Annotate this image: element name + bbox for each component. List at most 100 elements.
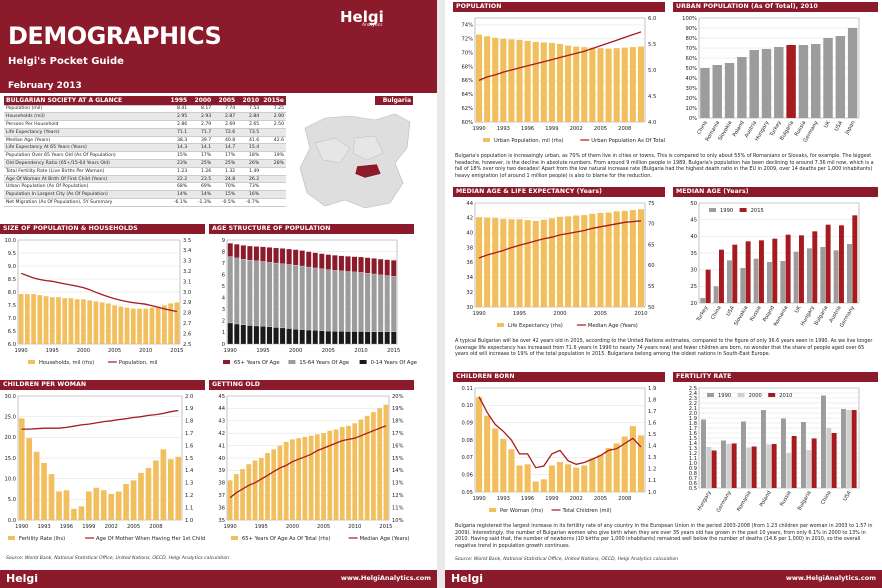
tick-label: 40 — [690, 234, 697, 240]
tick-label: 50% — [685, 66, 697, 72]
tick-label: 1993 — [497, 496, 510, 502]
tick-label: 0.7 — [689, 476, 697, 482]
cell-value: 25% — [189, 159, 214, 168]
bar — [137, 308, 142, 344]
bar — [807, 248, 812, 303]
bar — [358, 331, 364, 345]
bar — [149, 307, 155, 344]
society-table: BULGARIAN SOCIETY AT A GLANCE 1995 2000 200… — [4, 96, 286, 207]
bar — [556, 216, 564, 307]
row-label: Median Age (Years) — [4, 136, 166, 145]
bar — [740, 268, 746, 303]
table-title: BULGARIAN SOCIETY AT A GLANCE — [4, 96, 166, 106]
tick-label: 2.3 — [689, 396, 697, 402]
footer-right: Helgi www.HelgiAnalytics.com — [445, 570, 882, 588]
bar — [701, 419, 706, 488]
bar — [292, 328, 299, 345]
tick-label: 1.8 — [689, 421, 697, 427]
bar — [371, 331, 377, 345]
bar — [253, 246, 260, 261]
bar — [548, 42, 555, 122]
bar — [597, 48, 604, 122]
cell-value: 2.90 — [261, 112, 286, 122]
bar — [78, 506, 85, 520]
tick-label: 25.0 — [4, 414, 16, 420]
cell-value: 26% — [237, 159, 262, 168]
tick-label: 64% — [461, 92, 473, 98]
bar — [247, 325, 253, 345]
bar — [846, 410, 852, 488]
chart-fertility: 0.50.60.70.80.91.01.11.21.31.41.51.61.71… — [689, 386, 860, 514]
tick-label: 1999 — [82, 524, 95, 530]
section-getting-old: GETTING OLD — [209, 380, 414, 390]
source-note-2: Source: World Bank, National Statistical… — [455, 557, 679, 562]
bar — [700, 68, 710, 118]
tick-label: 15.0 — [4, 456, 16, 462]
category-label: Russia — [779, 490, 793, 507]
bar — [325, 330, 332, 345]
tick-label: 70% — [685, 46, 697, 52]
tick-label: 0.8 — [689, 471, 697, 477]
tick-label: 2.6 — [183, 331, 191, 337]
tick-label: 0.11 — [461, 386, 473, 392]
table-row: Life Expectancy At 65 Years (Years) 14.3 1… — [4, 143, 286, 153]
tick-label: 30.0 — [4, 394, 16, 400]
tick-label: 74% — [461, 23, 473, 29]
tick-label: 20% — [392, 394, 404, 400]
bar — [308, 435, 314, 520]
footer-url[interactable]: www.HelgiAnalytics.com — [340, 574, 431, 582]
bar — [234, 244, 240, 259]
tick-label: 2000 — [77, 348, 90, 354]
paragraph-population: Bulgaria's population is increasingly ur… — [455, 153, 874, 179]
bar — [332, 255, 338, 271]
bar — [266, 247, 273, 263]
legend-swatch — [8, 536, 15, 540]
bar — [825, 224, 831, 303]
bar — [532, 41, 539, 122]
tick-label: 7 — [222, 261, 225, 267]
section-children: CHILDREN PER WOMAN — [0, 380, 205, 390]
category-label: Hungary — [696, 490, 712, 512]
tick-label: 80% — [685, 36, 697, 42]
tick-label: 5.0 — [8, 497, 16, 503]
legend-label: Median Age (Years) — [588, 323, 638, 329]
bar — [227, 322, 233, 345]
bar — [56, 491, 62, 520]
bar — [384, 275, 390, 332]
section-median-age: MEDIAN AGE (Years) — [673, 187, 878, 197]
bar — [556, 461, 564, 492]
bar — [108, 493, 115, 520]
tick-label: 2005 — [594, 496, 607, 502]
legend-label: Urban Population, mil (rhs) — [494, 138, 564, 144]
bar — [719, 249, 724, 303]
category-label: Romania — [736, 490, 753, 513]
section-urban: URBAN POPULATION (As Of Total), 2010 — [673, 2, 878, 12]
tick-label: 4 — [222, 296, 226, 302]
category-label: China — [696, 120, 709, 136]
bar — [31, 294, 36, 344]
bar — [49, 297, 55, 344]
section-age-structure: AGE STRUCTURE OF POPULATION — [209, 224, 414, 234]
table-row: Population In Largest City (As Of Popula… — [4, 190, 286, 200]
bar — [613, 48, 620, 122]
bar — [484, 217, 491, 307]
bulgaria-shape — [354, 163, 382, 179]
tick-label: 2005 — [108, 348, 121, 354]
tick-label: 0 — [222, 342, 225, 348]
tick-label: 9 — [222, 238, 225, 244]
legend-label: 1990 — [720, 208, 733, 214]
tick-label: 1.1 — [185, 505, 193, 511]
tick-label: 5.0 — [648, 68, 656, 74]
tick-label: 38 — [218, 481, 225, 487]
bar — [605, 212, 612, 307]
footer-url-right[interactable]: www.HelgiAnalytics.com — [785, 574, 876, 582]
cell-value: 1.32 — [213, 167, 238, 176]
bar — [540, 219, 547, 307]
helgi-logo: Helgi Analytics — [340, 8, 384, 28]
cell-value: 2.65 — [237, 120, 262, 129]
tick-label: 60 — [648, 263, 655, 269]
bar — [597, 455, 604, 492]
tick-label: 0.5 — [689, 486, 697, 492]
footer-logo: Helgi — [6, 572, 39, 585]
bar — [391, 260, 397, 277]
